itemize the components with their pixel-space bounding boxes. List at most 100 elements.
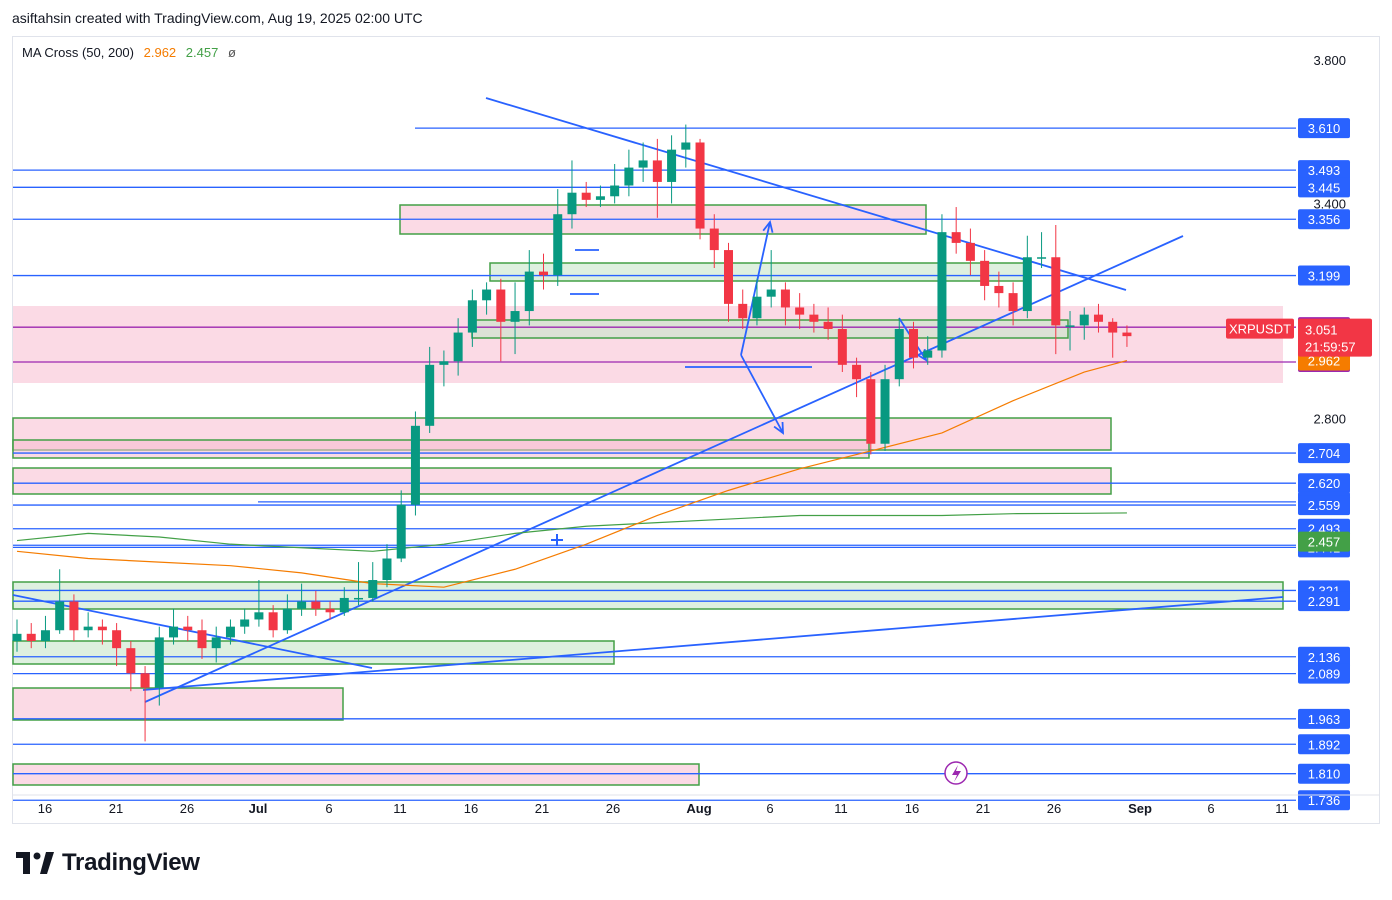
candle[interactable] xyxy=(965,228,975,276)
candle[interactable] xyxy=(553,189,563,286)
candle[interactable] xyxy=(467,289,477,347)
candle[interactable] xyxy=(923,336,933,365)
ma-cross-legend[interactable]: MA Cross (50, 200) 2.962 2.457 ø xyxy=(22,45,236,60)
candle[interactable] xyxy=(325,601,335,620)
candle[interactable] xyxy=(69,594,79,641)
candle[interactable] xyxy=(368,562,378,602)
candle[interactable] xyxy=(581,181,591,208)
zone-green-mid[interactable] xyxy=(471,319,1069,339)
candle[interactable] xyxy=(1093,303,1103,333)
candle[interactable] xyxy=(752,278,762,326)
candle[interactable] xyxy=(1079,307,1089,340)
candle[interactable] xyxy=(439,350,449,387)
price-level-badge[interactable]: 1.892 xyxy=(1298,734,1350,755)
price-level-badge[interactable]: 3.610 xyxy=(1298,118,1350,139)
candle[interactable] xyxy=(311,590,321,616)
price-level-badge[interactable]: 2.620 xyxy=(1298,473,1350,494)
visibility-icon[interactable]: ø xyxy=(227,45,236,60)
price-level-badge[interactable]: 1.736 xyxy=(1298,790,1350,811)
candle[interactable] xyxy=(894,318,904,387)
ma200-badge[interactable]: 2.457 xyxy=(1298,531,1350,552)
candle[interactable] xyxy=(880,364,890,451)
candle[interactable] xyxy=(980,250,990,301)
zone-red-bottom[interactable] xyxy=(12,763,700,786)
candle[interactable] xyxy=(183,615,193,641)
candle[interactable] xyxy=(1065,311,1075,351)
candle[interactable] xyxy=(339,587,349,616)
candle[interactable] xyxy=(638,142,648,182)
candle[interactable] xyxy=(539,253,549,290)
price-level-badge[interactable]: 2.559 xyxy=(1298,495,1350,516)
zone-red-wide[interactable] xyxy=(13,306,1283,383)
candle[interactable] xyxy=(1108,318,1118,358)
candle[interactable] xyxy=(354,562,364,606)
symbol-tag[interactable]: XRPUSDT xyxy=(1229,322,1291,337)
candle[interactable] xyxy=(268,605,278,638)
candle[interactable] xyxy=(282,594,292,634)
candle[interactable] xyxy=(724,242,733,322)
candle[interactable] xyxy=(197,619,207,659)
price-level-badge[interactable]: 2.136 xyxy=(1298,646,1350,667)
candle[interactable] xyxy=(624,149,634,197)
candle[interactable] xyxy=(610,164,620,204)
price-level-badge[interactable]: 2.704 xyxy=(1298,443,1350,464)
candle[interactable] xyxy=(837,314,847,373)
candle[interactable] xyxy=(1008,282,1018,326)
candle[interactable] xyxy=(852,357,862,398)
up-arrow-shaft[interactable] xyxy=(740,221,771,356)
tradingview-brand[interactable]: TradingView xyxy=(16,848,200,878)
candle[interactable] xyxy=(780,282,790,326)
candle[interactable] xyxy=(169,608,179,645)
candle[interactable] xyxy=(211,626,221,663)
support-trendline[interactable] xyxy=(144,235,1184,703)
candle[interactable] xyxy=(795,293,805,329)
candle[interactable] xyxy=(154,626,164,706)
candle[interactable] xyxy=(382,544,392,588)
candle[interactable] xyxy=(453,318,463,376)
candle[interactable] xyxy=(396,490,406,563)
candle[interactable] xyxy=(1122,325,1132,347)
candle[interactable] xyxy=(26,623,36,649)
price-level-badge[interactable]: 1.810 xyxy=(1298,763,1350,784)
candle[interactable] xyxy=(55,569,65,634)
candle[interactable] xyxy=(709,214,719,269)
candle[interactable] xyxy=(695,138,705,240)
candle[interactable] xyxy=(994,271,1004,308)
candle[interactable] xyxy=(40,615,50,649)
zone-red-support-3[interactable] xyxy=(12,467,1112,495)
price-level-badge[interactable]: 3.199 xyxy=(1298,265,1350,286)
last-price[interactable]: 3.051 xyxy=(1305,323,1338,338)
zone-green-low[interactable] xyxy=(12,640,615,665)
candle[interactable] xyxy=(738,289,748,329)
candle[interactable] xyxy=(126,640,136,692)
price-level-badge[interactable]: 3.445 xyxy=(1298,177,1350,198)
candle[interactable] xyxy=(1037,232,1047,269)
candle[interactable] xyxy=(951,207,961,254)
ma200-line[interactable] xyxy=(16,512,1127,552)
candle[interactable] xyxy=(567,160,577,229)
candle[interactable] xyxy=(83,612,93,638)
candle[interactable] xyxy=(97,619,107,645)
candle[interactable] xyxy=(937,214,947,358)
zone-red-low[interactable] xyxy=(12,687,344,721)
zone-green-base[interactable] xyxy=(12,581,1284,610)
resistance-trendline[interactable] xyxy=(485,97,1127,291)
candle[interactable] xyxy=(652,138,662,218)
down-arrow-shaft[interactable] xyxy=(740,354,784,434)
candle[interactable] xyxy=(1051,224,1061,355)
candle[interactable] xyxy=(667,135,677,204)
candle[interactable] xyxy=(225,619,235,645)
price-level-badge[interactable]: 1.963 xyxy=(1298,708,1350,729)
ma50-line[interactable] xyxy=(16,359,1128,588)
price-level-badge[interactable]: 3.493 xyxy=(1298,160,1350,181)
candle[interactable] xyxy=(823,307,833,340)
zone-red-support-2[interactable] xyxy=(12,439,870,459)
candle[interactable] xyxy=(254,580,264,627)
candle[interactable] xyxy=(425,346,435,433)
candle[interactable] xyxy=(12,619,22,652)
candle[interactable] xyxy=(908,321,918,369)
candle[interactable] xyxy=(681,124,691,168)
candle[interactable] xyxy=(766,250,776,308)
candle[interactable] xyxy=(140,666,150,742)
